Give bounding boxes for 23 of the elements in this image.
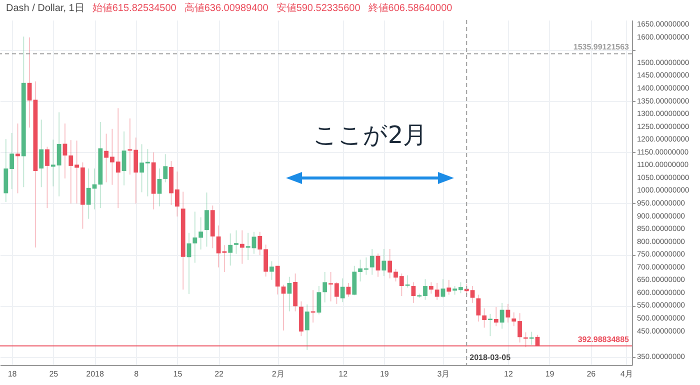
ref-line-label: 2018-03-05 (470, 353, 512, 362)
x-tick-label: 3月 (437, 370, 450, 378)
text: 安値590.52335600 (276, 3, 360, 14)
x-tick-label: 19 (545, 370, 555, 378)
text: 高値636.00989400 (184, 3, 268, 14)
x-tick-label: 26 (586, 370, 596, 378)
x-tick-label: 2018 (86, 370, 104, 378)
x-tick-label: 19 (380, 370, 390, 378)
annotation: ここが2月 (312, 120, 428, 151)
ref-line-label: 392.98834885 (578, 334, 630, 344)
ref-line-label: 1535.99121563 (573, 42, 630, 52)
text: 終値606.58640000 (368, 3, 452, 14)
x-tick-label: 12 (338, 370, 348, 378)
x-tick-label: 8 (134, 370, 140, 378)
text: 始値615.82534500 (92, 3, 176, 14)
x-tick-label: 22 (214, 370, 224, 378)
x-tick-label: 18 (8, 370, 18, 378)
x-tick-label: 15 (173, 370, 183, 378)
x-tick-label: 25 (49, 370, 59, 378)
x-tick-label: 2月 (272, 370, 284, 378)
x-tick-label: 12 (504, 370, 514, 378)
x-tick-label: 4月 (620, 370, 633, 378)
chart-title: Dash / Dollar, 1日 (6, 3, 84, 14)
